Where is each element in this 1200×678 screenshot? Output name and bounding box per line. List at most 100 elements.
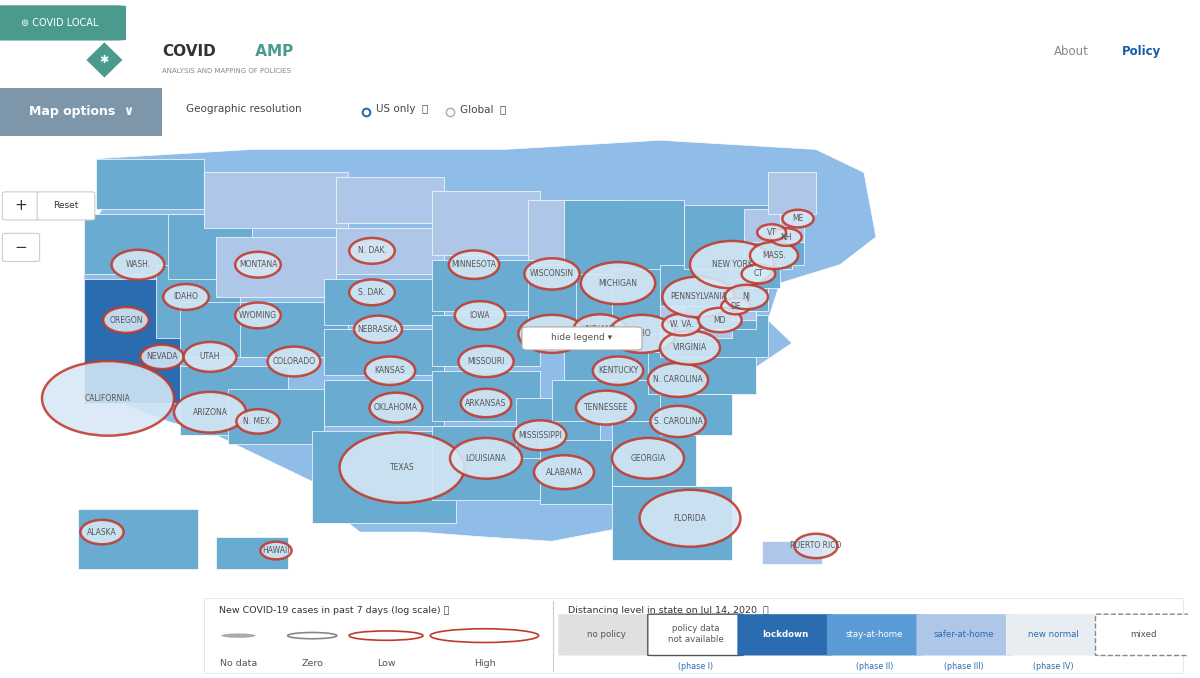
Ellipse shape bbox=[662, 277, 734, 317]
Ellipse shape bbox=[770, 228, 802, 246]
Bar bbox=[528, 200, 624, 260]
Ellipse shape bbox=[574, 315, 626, 344]
Ellipse shape bbox=[514, 420, 566, 450]
Text: High: High bbox=[474, 659, 496, 669]
Text: CALIFORNIA: CALIFORNIA bbox=[85, 394, 131, 403]
Ellipse shape bbox=[450, 438, 522, 479]
Bar bbox=[336, 177, 444, 223]
Ellipse shape bbox=[458, 346, 514, 377]
Text: NEW YORK: NEW YORK bbox=[712, 260, 752, 269]
Bar bbox=[762, 541, 822, 564]
Text: MISSISSIPPI: MISSISSIPPI bbox=[518, 431, 562, 440]
Text: (phase IV): (phase IV) bbox=[1033, 662, 1074, 671]
Bar bbox=[612, 486, 732, 560]
Text: Low: Low bbox=[377, 659, 395, 669]
Text: Distancing level in state on Jul 14, 2020  ⓘ: Distancing level in state on Jul 14, 202… bbox=[568, 606, 769, 615]
Bar bbox=[156, 264, 240, 338]
Text: ILLINOIS: ILLINOIS bbox=[536, 330, 568, 338]
Ellipse shape bbox=[794, 534, 838, 558]
Text: (phase I): (phase I) bbox=[678, 662, 713, 671]
Text: NH: NH bbox=[780, 233, 792, 241]
Text: COVID: COVID bbox=[162, 43, 216, 58]
Text: COLORADO: COLORADO bbox=[272, 357, 316, 366]
Ellipse shape bbox=[455, 301, 505, 330]
Bar bbox=[612, 422, 696, 486]
Text: No data: No data bbox=[220, 659, 257, 669]
Bar bbox=[540, 440, 612, 504]
Bar bbox=[432, 260, 540, 311]
Bar bbox=[84, 214, 192, 274]
Bar bbox=[180, 302, 264, 357]
Ellipse shape bbox=[349, 279, 395, 305]
Text: ⊚ COVID LOCAL: ⊚ COVID LOCAL bbox=[22, 18, 98, 28]
Text: N. DAK.: N. DAK. bbox=[358, 246, 386, 256]
Text: OKLAHOMA: OKLAHOMA bbox=[374, 403, 418, 412]
Bar bbox=[684, 205, 792, 269]
Ellipse shape bbox=[431, 629, 539, 643]
Ellipse shape bbox=[757, 224, 786, 241]
Text: N. CAROLINA: N. CAROLINA bbox=[653, 376, 703, 384]
Text: WASH.: WASH. bbox=[126, 260, 150, 269]
Bar bbox=[744, 264, 780, 287]
Ellipse shape bbox=[461, 388, 511, 417]
Text: (phase II): (phase II) bbox=[856, 662, 893, 671]
FancyBboxPatch shape bbox=[917, 614, 1012, 656]
Text: W. VA.: W. VA. bbox=[670, 320, 694, 329]
Bar bbox=[612, 269, 696, 334]
Text: stay-at-home: stay-at-home bbox=[846, 630, 904, 639]
Bar bbox=[96, 159, 204, 210]
Text: (phase III): (phase III) bbox=[944, 662, 984, 671]
Ellipse shape bbox=[103, 307, 149, 333]
Text: GEORGIA: GEORGIA bbox=[630, 454, 666, 463]
Text: Geographic resolution: Geographic resolution bbox=[186, 104, 301, 115]
Text: Zero: Zero bbox=[301, 659, 323, 669]
Bar bbox=[432, 371, 540, 422]
Text: ALASKA: ALASKA bbox=[88, 527, 116, 536]
Ellipse shape bbox=[660, 331, 720, 365]
FancyBboxPatch shape bbox=[1006, 614, 1102, 656]
Text: PENNSYLVANIA: PENNSYLVANIA bbox=[670, 292, 727, 302]
Ellipse shape bbox=[268, 346, 320, 376]
Bar bbox=[78, 509, 198, 569]
Bar bbox=[216, 237, 336, 297]
Text: Map options  ∨: Map options ∨ bbox=[29, 105, 134, 119]
Text: OHIO: OHIO bbox=[632, 330, 652, 338]
Ellipse shape bbox=[581, 262, 655, 304]
Text: FLORIDA: FLORIDA bbox=[673, 514, 707, 523]
Bar bbox=[732, 279, 768, 311]
Bar bbox=[432, 315, 540, 366]
FancyBboxPatch shape bbox=[2, 192, 40, 220]
Ellipse shape bbox=[721, 298, 750, 315]
Text: VIRGINIA: VIRGINIA bbox=[673, 343, 707, 352]
Bar bbox=[768, 172, 816, 214]
Text: policy data
not available: policy data not available bbox=[667, 624, 724, 644]
Ellipse shape bbox=[534, 455, 594, 489]
FancyBboxPatch shape bbox=[648, 614, 743, 656]
Text: US only  ⓘ: US only ⓘ bbox=[376, 104, 428, 115]
Text: OREGON: OREGON bbox=[109, 315, 143, 325]
Text: safer-at-home: safer-at-home bbox=[934, 630, 995, 639]
Ellipse shape bbox=[236, 410, 280, 434]
Ellipse shape bbox=[662, 314, 701, 336]
Bar bbox=[324, 279, 444, 325]
Bar bbox=[324, 330, 444, 376]
Text: TENNESSEE: TENNESSEE bbox=[583, 403, 629, 412]
FancyBboxPatch shape bbox=[558, 614, 654, 656]
Text: PUERTO RICO: PUERTO RICO bbox=[791, 542, 841, 551]
Text: KANSAS: KANSAS bbox=[374, 366, 406, 375]
FancyBboxPatch shape bbox=[204, 598, 1183, 673]
Ellipse shape bbox=[221, 633, 256, 638]
Ellipse shape bbox=[340, 433, 464, 503]
Ellipse shape bbox=[782, 210, 814, 227]
Ellipse shape bbox=[612, 438, 684, 479]
Text: HAWAII: HAWAII bbox=[263, 546, 289, 555]
Text: new normal: new normal bbox=[1028, 630, 1079, 639]
Text: ALABAMA: ALABAMA bbox=[546, 468, 582, 477]
Text: KENTUCKY: KENTUCKY bbox=[598, 366, 638, 375]
Bar bbox=[660, 315, 768, 357]
Text: LOUISIANA: LOUISIANA bbox=[466, 454, 506, 463]
Bar bbox=[84, 279, 180, 403]
Ellipse shape bbox=[354, 316, 402, 343]
Bar bbox=[648, 353, 756, 394]
Polygon shape bbox=[84, 140, 876, 541]
